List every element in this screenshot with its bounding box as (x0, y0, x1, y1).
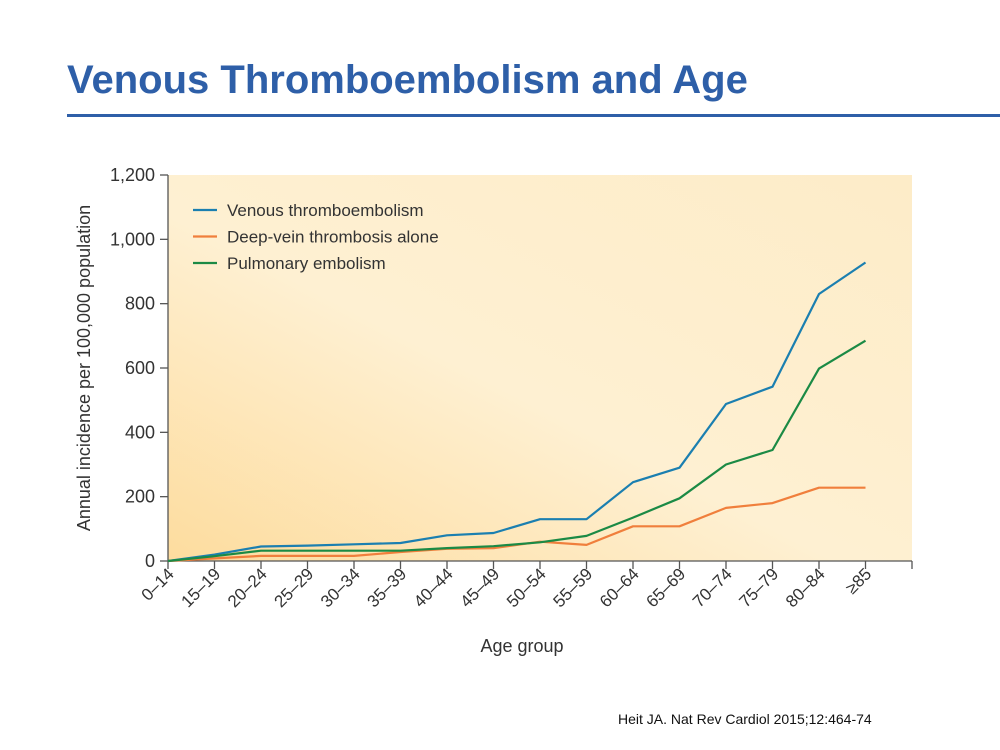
series-lines (167, 261, 867, 563)
x-tick-label: ≥85 (842, 564, 875, 597)
x-tick-label: 70–74 (689, 564, 736, 611)
y-tick-label: 200 (125, 487, 155, 507)
series-line-venous-thromboembolism (167, 261, 867, 563)
title-divider (67, 114, 1000, 117)
y-tick-label: 600 (125, 358, 155, 378)
x-tick-label: 80–84 (782, 564, 829, 611)
x-tick-label: 40–44 (410, 564, 457, 611)
x-tick-label: 50–54 (503, 564, 550, 611)
x-tick-label: 30–34 (317, 564, 364, 611)
x-tick-label: 60–64 (596, 564, 643, 611)
series-line-pulmonary-embolism (167, 339, 867, 563)
y-tick-label: 1,000 (110, 229, 155, 249)
x-tick-label: 20–24 (224, 564, 271, 611)
legend-label-deep-vein-thrombosis-alone: Deep-vein thrombosis alone (227, 228, 439, 247)
y-axis-ticks: 0 200 400 600 800 1,000 1,200 (110, 165, 168, 571)
chart-legend: Venous thromboembolism Deep-vein thrombos… (193, 201, 439, 273)
x-tick-label: 45–49 (456, 564, 503, 611)
citation: Heit JA. Nat Rev Cardiol 2015;12:464-74 (618, 711, 872, 727)
y-axis-label: Annual incidence per 100,000 population (74, 205, 94, 531)
y-tick-label: 0 (145, 551, 155, 571)
x-tick-label: 25–29 (270, 564, 317, 611)
x-tick-label: 65–69 (642, 564, 689, 611)
x-axis-ticks: 0–14 15–19 20–24 25–29 30–34 35–39 40–44 45–49 5… (138, 561, 913, 611)
legend-label-pulmonary-embolism: Pulmonary embolism (227, 254, 386, 273)
x-tick-label: 15–19 (177, 564, 224, 611)
x-axis-label: Age group (480, 636, 563, 656)
x-tick-label: 0–14 (138, 564, 178, 604)
x-tick-label: 35–39 (363, 564, 410, 611)
y-tick-label: 400 (125, 422, 155, 442)
slide-title: Venous Thromboembolism and Age (67, 58, 748, 102)
legend-label-venous-thromboembolism: Venous thromboembolism (227, 201, 424, 220)
x-tick-label: 75–79 (735, 564, 782, 611)
y-tick-label: 1,200 (110, 165, 155, 185)
y-tick-label: 800 (125, 294, 155, 314)
x-tick-label: 55–59 (549, 564, 596, 611)
plot-background (168, 175, 912, 561)
